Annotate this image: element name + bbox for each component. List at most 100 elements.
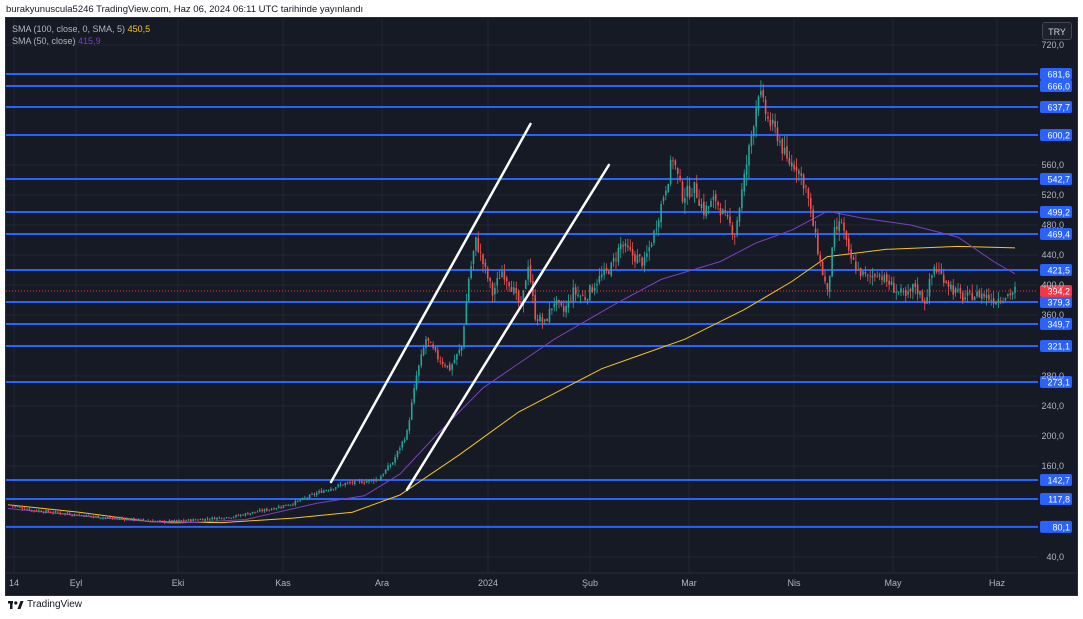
- candle-body: [325, 490, 328, 491]
- candle: [190, 518, 192, 523]
- candle-body: [646, 253, 648, 257]
- candle: [230, 517, 233, 520]
- candle: [140, 518, 142, 520]
- candle-body: [760, 91, 762, 96]
- candle: [418, 364, 420, 381]
- candle: [1009, 288, 1012, 300]
- candle-body: [484, 262, 487, 267]
- candle: [596, 279, 598, 294]
- candle: [655, 220, 658, 235]
- candle-body: [313, 493, 316, 495]
- candle-body: [128, 518, 130, 520]
- candle: [760, 80, 762, 99]
- candle: [931, 274, 933, 286]
- candle: [491, 281, 494, 303]
- level-label-7: 421,5: [1040, 264, 1072, 276]
- candle: [349, 479, 351, 485]
- candle-body: [912, 284, 914, 293]
- candle: [301, 497, 304, 501]
- candle-body: [992, 298, 995, 304]
- candle-body: [237, 515, 240, 517]
- candle: [985, 288, 988, 306]
- candle: [320, 487, 323, 494]
- candle: [337, 483, 339, 489]
- candle: [821, 259, 824, 276]
- candle: [714, 190, 717, 210]
- candle: [593, 282, 596, 296]
- candle-body: [843, 222, 845, 231]
- candle-body: [206, 518, 209, 520]
- candle-body: [624, 243, 627, 247]
- candle: [781, 137, 784, 161]
- candle-body: [92, 515, 95, 517]
- candle: [358, 478, 361, 484]
- candle: [558, 299, 560, 309]
- candle: [847, 233, 850, 256]
- candle: [296, 500, 299, 503]
- candle: [933, 264, 936, 278]
- candle-body: [505, 277, 508, 282]
- candle-body: [408, 420, 411, 431]
- legend-sma50[interactable]: SMA (50, close) 415,9: [12, 36, 101, 46]
- candle: [510, 280, 513, 292]
- candle: [681, 180, 684, 204]
- candle-body: [688, 185, 691, 198]
- candle-body: [306, 497, 309, 499]
- candle-body: [344, 483, 347, 486]
- candle: [548, 302, 551, 324]
- legend-sma100[interactable]: SMA (100, close, 0, SMA, 5) 450,5: [12, 24, 150, 34]
- candle-body: [185, 520, 187, 522]
- candle: [833, 219, 836, 251]
- candle: [843, 217, 845, 240]
- candle: [995, 300, 997, 305]
- candle-body: [935, 269, 938, 273]
- candle: [144, 520, 147, 523]
- candle: [154, 520, 157, 523]
- candle-body: [358, 480, 361, 482]
- candle-body: [776, 127, 779, 142]
- candle: [577, 286, 579, 299]
- candle-body: [161, 520, 164, 522]
- candle-body: [415, 375, 418, 390]
- candle-body: [163, 520, 166, 523]
- candle: [45, 509, 47, 514]
- candle-body: [292, 504, 294, 506]
- candle-body: [807, 188, 810, 199]
- candle: [807, 187, 810, 207]
- candle-body: [475, 236, 477, 251]
- candle-body: [194, 519, 197, 521]
- currency-button[interactable]: TRY: [1042, 22, 1072, 40]
- candle: [890, 276, 893, 286]
- candle: [163, 519, 166, 525]
- candle-body: [270, 508, 273, 511]
- candle-body: [23, 508, 26, 510]
- candle: [624, 239, 627, 253]
- candle: [710, 197, 712, 208]
- candle: [712, 190, 715, 208]
- candle-body: [605, 267, 608, 270]
- candle-body: [874, 274, 876, 277]
- candle-body: [750, 135, 753, 147]
- candle: [795, 158, 798, 183]
- candle: [21, 505, 24, 511]
- candle: [85, 514, 88, 517]
- candle-body: [793, 164, 795, 170]
- candle-body: [121, 518, 123, 519]
- candle: [313, 492, 316, 497]
- candle-body: [460, 346, 463, 351]
- candle-body: [52, 512, 54, 514]
- candle: [674, 159, 677, 170]
- candle: [223, 517, 225, 521]
- x-tick-label-3: Kas: [275, 578, 291, 588]
- candle-body: [261, 509, 263, 512]
- x-tick-label-5: 2024: [478, 578, 498, 588]
- level-label-text: 421,5: [1047, 266, 1070, 276]
- candle-body: [40, 510, 43, 512]
- candle-body: [275, 508, 278, 509]
- candle-body: [520, 303, 522, 304]
- candle-body: [548, 308, 551, 323]
- candle-body: [453, 360, 456, 364]
- candle-body: [603, 269, 605, 276]
- candle: [897, 291, 900, 295]
